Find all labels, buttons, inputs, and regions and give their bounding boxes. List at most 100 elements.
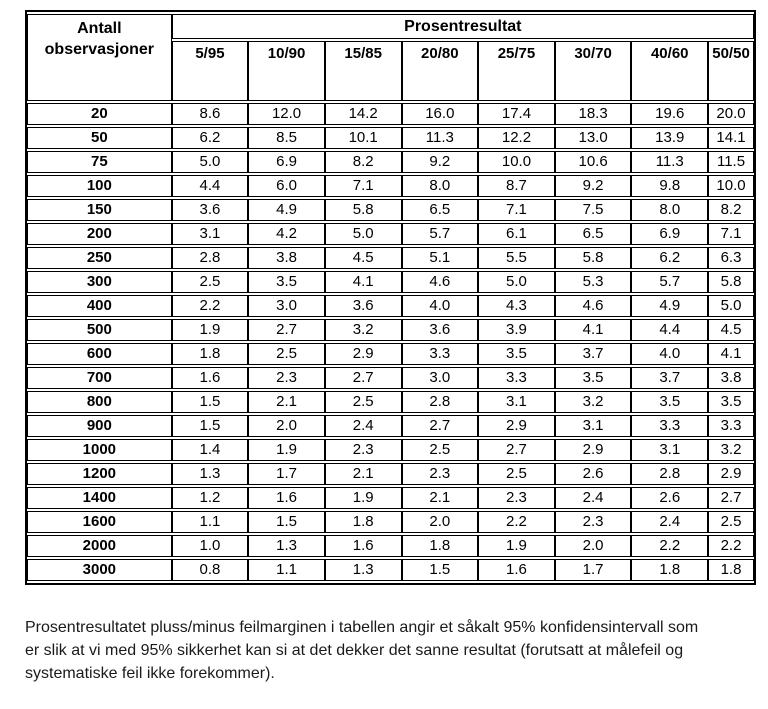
margin-value-cell: 3.5 [248, 271, 325, 293]
margin-value-cell: 6.2 [631, 247, 709, 269]
margin-value-cell: 2.7 [401, 415, 479, 437]
margin-value-cell: 1.2 [171, 487, 249, 509]
column-header-split: 5/95 [171, 41, 249, 101]
table-row: 100 4.4 6.0 7.1 8.0 8.7 9.2 9.8 10.0 [27, 175, 754, 197]
table-row: 150 3.6 4.9 5.8 6.5 7.1 7.5 8.0 8.2 [27, 199, 754, 221]
margin-value-cell: 3.2 [324, 319, 402, 341]
margin-value-cell: 1.9 [324, 487, 402, 509]
margin-value-cell: 7.1 [708, 223, 754, 245]
margin-value-cell: 5.5 [478, 247, 555, 269]
observations-cell: 400 [27, 295, 172, 317]
margin-value-cell: 9.8 [631, 175, 709, 197]
observations-cell: 1600 [27, 511, 172, 533]
margin-value-cell: 11.3 [401, 127, 479, 149]
table-row: 250 2.8 3.8 4.5 5.1 5.5 5.8 6.2 6.3 [27, 247, 754, 269]
margin-value-cell: 14.2 [324, 103, 402, 125]
margin-value-cell: 10.0 [708, 175, 754, 197]
margin-value-cell: 10.1 [324, 127, 402, 149]
margin-value-cell: 5.0 [708, 295, 754, 317]
margin-value-cell: 3.9 [478, 319, 555, 341]
margin-value-cell: 2.8 [401, 391, 479, 413]
margin-value-cell: 2.1 [248, 391, 325, 413]
margin-value-cell: 4.3 [478, 295, 555, 317]
margin-value-cell: 8.0 [631, 199, 709, 221]
margin-value-cell: 4.4 [631, 319, 709, 341]
margin-value-cell: 1.7 [248, 463, 325, 485]
margin-value-cell: 2.3 [478, 487, 555, 509]
confidence-interval-footnote: Prosentresultatet pluss/minus feilmargin… [25, 619, 699, 682]
column-header-split: 20/80 [401, 41, 479, 101]
margin-value-cell: 20.0 [708, 103, 754, 125]
observations-cell: 1000 [27, 439, 172, 461]
margin-value-cell: 1.4 [171, 439, 249, 461]
error-margin-table: Antall observasjoner Prosentresultat 5/9… [25, 10, 756, 585]
header-row-splits: 5/95 10/90 15/85 20/80 25/75 30/70 40/60 50/50 [27, 41, 754, 101]
margin-value-cell: 2.2 [631, 535, 709, 557]
margin-value-cell: 1.5 [401, 559, 479, 581]
margin-value-cell: 5.1 [401, 247, 479, 269]
margin-value-cell: 19.6 [631, 103, 709, 125]
observations-cell: 300 [27, 271, 172, 293]
margin-value-cell: 2.9 [554, 439, 632, 461]
margin-value-cell: 3.8 [708, 367, 754, 389]
margin-value-cell: 6.9 [631, 223, 709, 245]
margin-value-cell: 1.0 [171, 535, 249, 557]
margin-value-cell: 6.9 [248, 151, 325, 173]
margin-value-cell: 7.1 [478, 199, 555, 221]
margin-value-cell: 11.3 [631, 151, 709, 173]
margin-value-cell: 1.6 [324, 535, 402, 557]
observations-cell: 2000 [27, 535, 172, 557]
table-row: 2000 1.0 1.3 1.6 1.8 1.9 2.0 2.2 2.2 [27, 535, 754, 557]
column-header-split: 10/90 [248, 41, 325, 101]
margin-value-cell: 2.2 [708, 535, 754, 557]
margin-value-cell: 2.5 [708, 511, 754, 533]
table-row: 500 1.9 2.7 3.2 3.6 3.9 4.1 4.4 4.5 [27, 319, 754, 341]
margin-value-cell: 2.5 [401, 439, 479, 461]
margin-value-cell: 3.5 [554, 367, 632, 389]
observations-cell: 900 [27, 415, 172, 437]
margin-value-cell: 4.2 [248, 223, 325, 245]
margin-value-cell: 4.0 [631, 343, 709, 365]
table-row: 700 1.6 2.3 2.7 3.0 3.3 3.5 3.7 3.8 [27, 367, 754, 389]
margin-value-cell: 2.1 [401, 487, 479, 509]
margin-value-cell: 3.3 [631, 415, 709, 437]
observations-cell: 700 [27, 367, 172, 389]
margin-value-cell: 1.8 [401, 535, 479, 557]
margin-value-cell: 5.8 [708, 271, 754, 293]
margin-value-cell: 3.6 [401, 319, 479, 341]
margin-value-cell: 1.1 [171, 511, 249, 533]
margin-value-cell: 3.2 [708, 439, 754, 461]
margin-value-cell: 10.6 [554, 151, 632, 173]
margin-value-cell: 2.5 [248, 343, 325, 365]
observations-cell: 250 [27, 247, 172, 269]
margin-value-cell: 1.8 [708, 559, 754, 581]
margin-value-cell: 2.9 [324, 343, 402, 365]
margin-value-cell: 1.6 [248, 487, 325, 509]
margin-value-cell: 0.8 [171, 559, 249, 581]
margin-value-cell: 7.5 [554, 199, 632, 221]
margin-value-cell: 8.7 [478, 175, 555, 197]
col-header-percent-result: Prosentresultat [171, 14, 754, 39]
margin-value-cell: 4.1 [708, 343, 754, 365]
margin-value-cell: 3.1 [631, 439, 709, 461]
margin-value-cell: 2.5 [324, 391, 402, 413]
observations-cell: 50 [27, 127, 172, 149]
margin-value-cell: 6.2 [171, 127, 249, 149]
margin-value-cell: 3.3 [478, 367, 555, 389]
margin-value-cell: 16.0 [401, 103, 479, 125]
margin-value-cell: 8.2 [324, 151, 402, 173]
margin-value-cell: 3.7 [554, 343, 632, 365]
margin-value-cell: 1.8 [324, 511, 402, 533]
observations-cell: 100 [27, 175, 172, 197]
margin-value-cell: 5.7 [631, 271, 709, 293]
margin-value-cell: 2.3 [401, 463, 479, 485]
table-row: 600 1.8 2.5 2.9 3.3 3.5 3.7 4.0 4.1 [27, 343, 754, 365]
margin-value-cell: 2.0 [554, 535, 632, 557]
margin-value-cell: 3.1 [171, 223, 249, 245]
observations-cell: 1400 [27, 487, 172, 509]
margin-value-cell: 2.4 [631, 511, 709, 533]
margin-value-cell: 1.1 [248, 559, 325, 581]
margin-value-cell: 1.3 [248, 535, 325, 557]
margin-value-cell: 3.1 [478, 391, 555, 413]
header-row-group: Antall observasjoner Prosentresultat [27, 14, 754, 101]
